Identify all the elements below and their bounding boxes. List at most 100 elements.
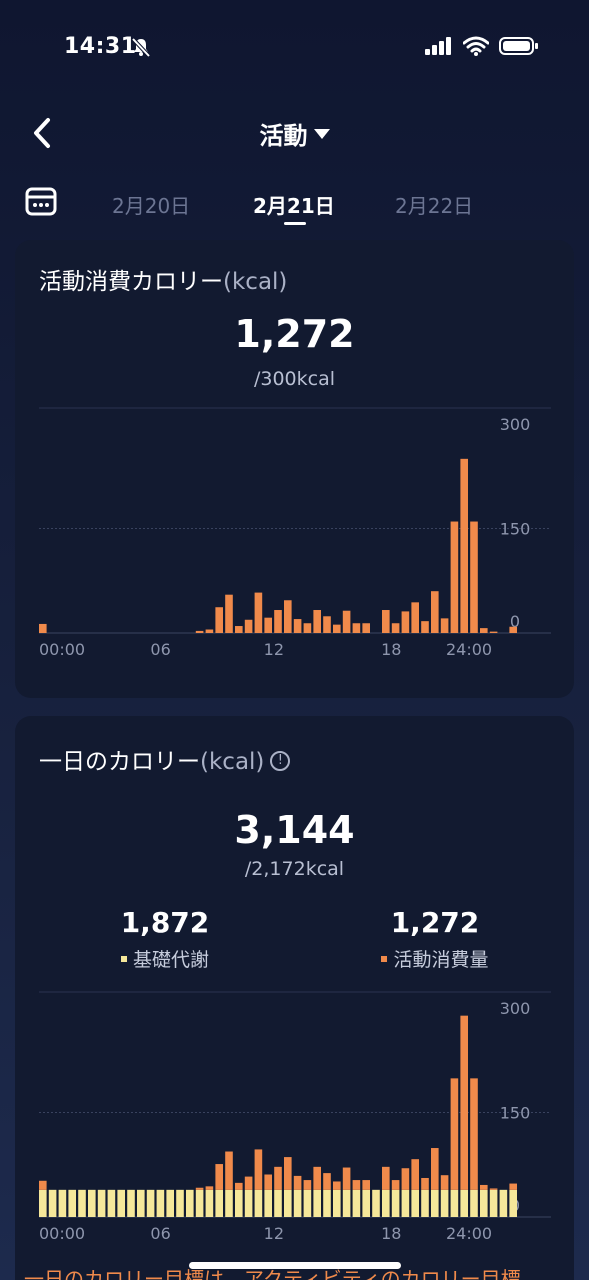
active-value: 1,272 xyxy=(390,906,480,939)
activity-calories-card[interactable]: 活動消費カロリー(kcal) 1,272 /300kcal 300 150 0 00:… xyxy=(15,240,574,698)
basal-bar xyxy=(225,1189,233,1217)
basal-bar xyxy=(509,1189,517,1217)
card-title-text: 一日のカロリー xyxy=(39,749,200,775)
basal-bar xyxy=(489,1189,498,1217)
basal-bar xyxy=(107,1189,116,1217)
activity-bar xyxy=(284,600,292,633)
activity-calories-value: 1,272 xyxy=(234,312,355,356)
date-next[interactable]: 2月22日 xyxy=(395,194,474,218)
basal-bar xyxy=(264,1189,272,1217)
activity-bar xyxy=(284,1157,292,1190)
y-tick-label: 300 xyxy=(500,415,531,434)
basal-bar xyxy=(499,1189,508,1217)
basal-bar xyxy=(333,1189,341,1217)
basal-bar xyxy=(362,1189,370,1217)
activity-bar xyxy=(440,618,449,633)
activity-bar xyxy=(411,1159,419,1190)
calendar-icon[interactable] xyxy=(24,184,58,218)
basal-bar xyxy=(352,1189,361,1217)
y-tick-label: 0 xyxy=(510,612,520,631)
x-tick-label: 24:00 xyxy=(446,1224,492,1243)
info-icon[interactable]: ! xyxy=(270,750,291,771)
activity-bar xyxy=(303,623,312,633)
basal-bar xyxy=(146,1189,155,1217)
activity-bar xyxy=(39,623,47,633)
basal-bar xyxy=(48,1189,57,1217)
x-tick-label: 24:00 xyxy=(446,640,492,659)
active-legend-swatch xyxy=(381,955,388,962)
basal-legend-swatch xyxy=(120,955,127,962)
activity-bar xyxy=(431,1148,439,1190)
date-underline xyxy=(284,222,306,225)
basal-bar xyxy=(274,1189,282,1217)
status-bar: 14:31 xyxy=(0,0,589,96)
activity-bar-chart: 300 150 0 00:00 06 12 18 24:00 xyxy=(39,407,551,659)
signal-icon xyxy=(425,37,451,55)
activity-bar xyxy=(313,610,321,633)
activity-bar xyxy=(411,602,419,633)
activity-bar xyxy=(509,626,517,633)
x-tick-label: 12 xyxy=(264,640,284,659)
basal-bar xyxy=(137,1189,145,1217)
activity-bar xyxy=(323,1173,331,1190)
activity-bar xyxy=(215,1164,223,1190)
date-prev[interactable]: 2月20日 xyxy=(112,194,191,218)
basal-bar xyxy=(39,1189,47,1217)
battery-icon xyxy=(499,37,538,55)
title-dropdown[interactable]: 活動 xyxy=(0,116,589,151)
basal-bar xyxy=(127,1189,135,1217)
basal-bar xyxy=(254,1189,263,1217)
x-tick-label: 18 xyxy=(381,640,401,659)
basal-bar xyxy=(88,1189,96,1217)
y-tick-label: 300 xyxy=(500,999,531,1018)
x-tick-label: 00:00 xyxy=(39,640,85,659)
activity-bar xyxy=(342,1167,351,1190)
activity-bar xyxy=(274,610,282,633)
basal-bar xyxy=(342,1189,351,1217)
basal-bar xyxy=(68,1189,76,1217)
card-title-unit: (kcal) xyxy=(200,749,265,775)
activity-bar xyxy=(470,521,478,633)
activity-bar xyxy=(195,630,204,633)
activity-bar xyxy=(215,607,223,633)
activity-bar xyxy=(235,1182,243,1190)
x-tick-label: 00:00 xyxy=(39,1224,85,1243)
activity-bar xyxy=(225,1151,233,1190)
basal-bar xyxy=(313,1189,321,1217)
x-tick-label: 12 xyxy=(264,1224,284,1243)
activity-bar xyxy=(401,1168,410,1190)
activity-bar xyxy=(489,631,498,633)
bell-muted-icon xyxy=(131,37,151,58)
basal-bar xyxy=(97,1189,106,1217)
activity-bar xyxy=(244,1176,253,1190)
activity-bar xyxy=(352,1180,361,1190)
basal-bar xyxy=(382,1189,390,1217)
card-title-text: 活動消費カロリー xyxy=(39,269,223,295)
card-title-unit: (kcal) xyxy=(223,269,288,295)
y-tick-label: 150 xyxy=(500,520,531,539)
daily-calories-card[interactable]: 一日のカロリー(kcal)! 3,144 /2,172kcal 1,872 基礎… xyxy=(15,716,574,1280)
activity-bar xyxy=(382,610,390,633)
activity-bar xyxy=(313,1166,321,1190)
basal-bar xyxy=(117,1189,125,1217)
basal-bar xyxy=(440,1189,449,1217)
date-selector: 2月20日 2月21日 2月22日 xyxy=(0,180,589,230)
basal-label: 基礎代謝 xyxy=(132,949,209,971)
date-current[interactable]: 2月21日 xyxy=(253,194,335,218)
basal-bar xyxy=(391,1189,400,1217)
activity-bar xyxy=(391,623,400,633)
basal-bar xyxy=(323,1189,331,1217)
activity-bar xyxy=(440,1175,449,1190)
activity-bar xyxy=(264,617,272,633)
activity-bar xyxy=(205,629,214,633)
basal-bar xyxy=(303,1189,312,1217)
basal-bar xyxy=(460,1189,468,1217)
activity-bar xyxy=(293,619,302,633)
back-chevron-icon[interactable] xyxy=(28,116,56,150)
activity-bar xyxy=(401,611,410,633)
activity-bar xyxy=(225,594,233,633)
activity-bar xyxy=(460,1015,468,1190)
basal-value: 1,872 xyxy=(120,906,210,939)
activity-bar xyxy=(254,1149,263,1190)
basal-bar xyxy=(421,1189,429,1217)
